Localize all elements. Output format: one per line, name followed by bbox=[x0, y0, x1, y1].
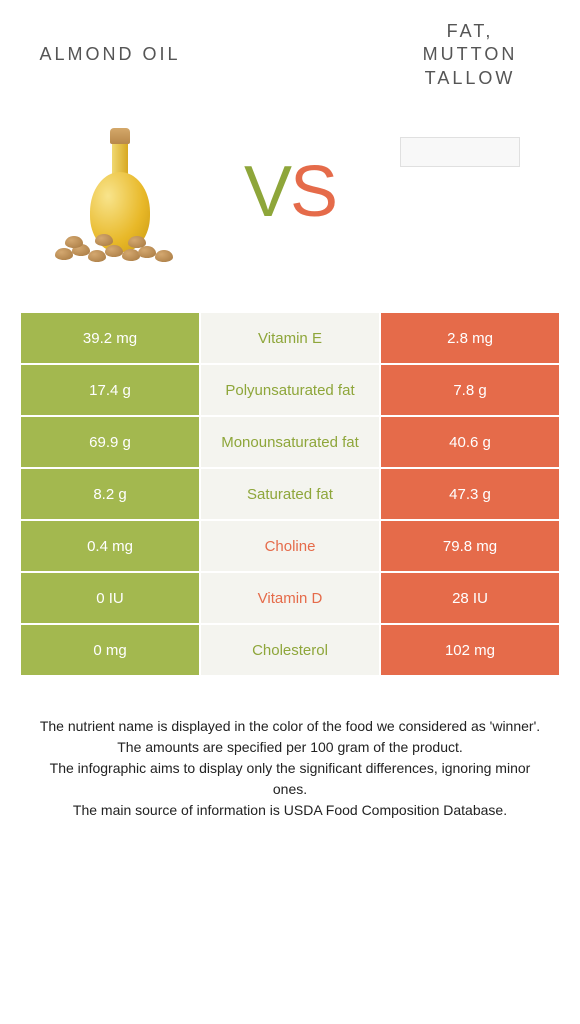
tallow-image bbox=[370, 102, 550, 282]
left-value: 17.4 g bbox=[20, 364, 200, 416]
table-row: 17.4 gPolyunsaturated fat7.8 g bbox=[20, 364, 560, 416]
right-value: 7.8 g bbox=[380, 364, 560, 416]
footer-line: The main source of information is USDA F… bbox=[32, 800, 548, 821]
table-row: 0 IUVitamin D28 IU bbox=[20, 572, 560, 624]
nutrient-label: Monounsaturated fat bbox=[200, 416, 380, 468]
right-value: 47.3 g bbox=[380, 468, 560, 520]
right-value: 40.6 g bbox=[380, 416, 560, 468]
right-value: 2.8 mg bbox=[380, 312, 560, 364]
table-row: 69.9 gMonounsaturated fat40.6 g bbox=[20, 416, 560, 468]
title-right: FAT,MUTTONTALLOW bbox=[380, 20, 560, 90]
table-row: 0 mgCholesterol102 mg bbox=[20, 624, 560, 676]
nutrient-label: Vitamin D bbox=[200, 572, 380, 624]
footer-line: The amounts are specified per 100 gram o… bbox=[32, 737, 548, 758]
left-value: 0 mg bbox=[20, 624, 200, 676]
right-value: 102 mg bbox=[380, 624, 560, 676]
vs-v: V bbox=[244, 152, 290, 232]
left-value: 0 IU bbox=[20, 572, 200, 624]
nutrient-label: Saturated fat bbox=[200, 468, 380, 520]
footer-line: The infographic aims to display only the… bbox=[32, 758, 548, 800]
table-row: 39.2 mgVitamin E2.8 mg bbox=[20, 312, 560, 364]
nutrient-label: Choline bbox=[200, 520, 380, 572]
title-left: ALMOND OIL bbox=[20, 43, 200, 66]
left-value: 39.2 mg bbox=[20, 312, 200, 364]
left-value: 0.4 mg bbox=[20, 520, 200, 572]
vs-s: S bbox=[290, 152, 336, 232]
nutrient-label: Vitamin E bbox=[200, 312, 380, 364]
header: ALMOND OIL FAT,MUTTONTALLOW bbox=[20, 20, 560, 90]
table-row: 8.2 gSaturated fat47.3 g bbox=[20, 468, 560, 520]
left-value: 69.9 g bbox=[20, 416, 200, 468]
comparison-table: 39.2 mgVitamin E2.8 mg17.4 gPolyunsatura… bbox=[20, 312, 560, 676]
nutrient-label: Cholesterol bbox=[200, 624, 380, 676]
vs-label: VS bbox=[244, 151, 336, 233]
almond-oil-image bbox=[30, 102, 210, 282]
footer-notes: The nutrient name is displayed in the co… bbox=[20, 716, 560, 821]
left-value: 8.2 g bbox=[20, 468, 200, 520]
nutrient-label: Polyunsaturated fat bbox=[200, 364, 380, 416]
images-row: VS bbox=[20, 102, 560, 282]
right-value: 28 IU bbox=[380, 572, 560, 624]
footer-line: The nutrient name is displayed in the co… bbox=[32, 716, 548, 737]
right-value: 79.8 mg bbox=[380, 520, 560, 572]
table-row: 0.4 mgCholine79.8 mg bbox=[20, 520, 560, 572]
